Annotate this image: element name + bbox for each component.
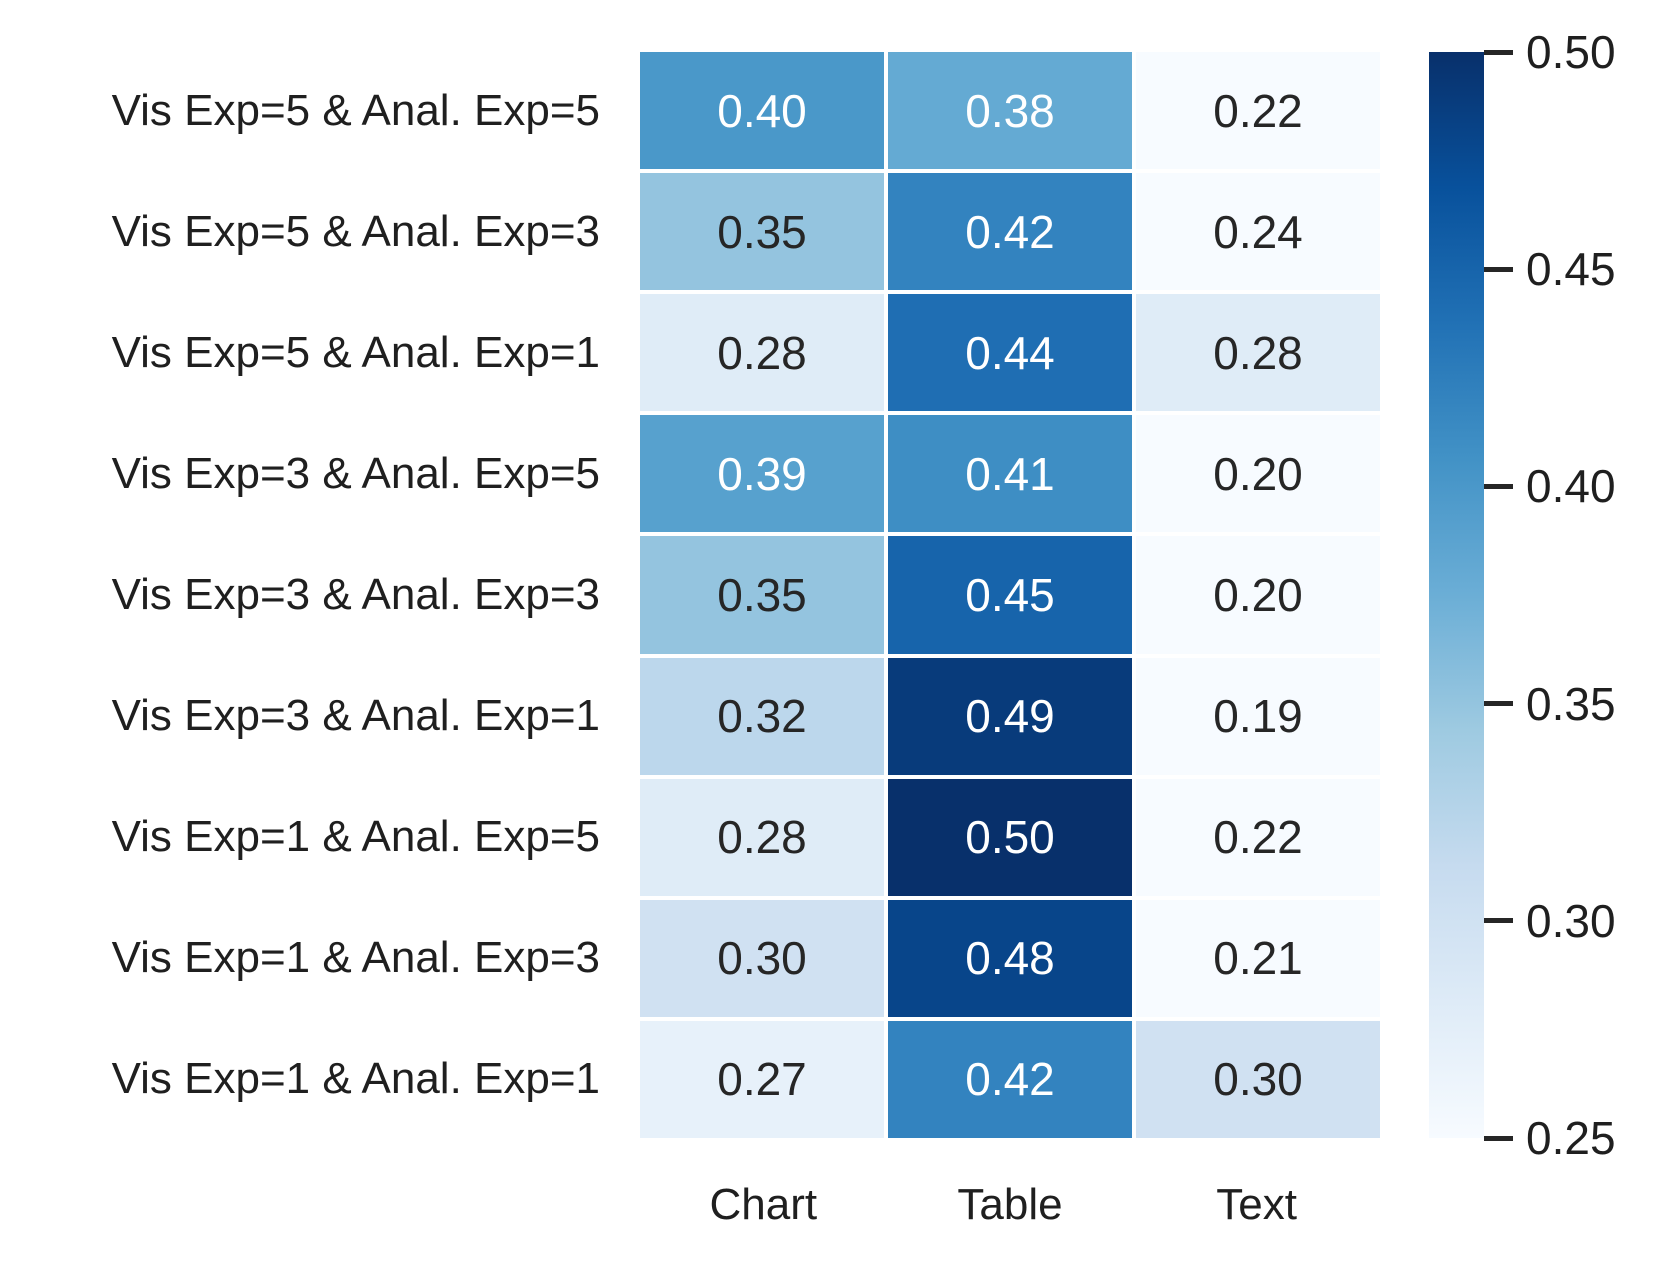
cell-value: 0.48 [965,932,1055,985]
heatmap-cell: 0.40 [640,52,884,170]
heatmap-cell: 0.44 [888,294,1132,412]
colorbar-tick [1484,918,1513,924]
heatmap-grid: 0.40 0.38 0.22 0.35 0.42 0.24 0.28 0.44 0.28 0.39… [640,52,1380,1138]
heatmap-cell: 0.42 [888,1020,1132,1138]
heatmap-cell: 0.28 [1136,294,1380,412]
column-label: Table [957,1180,1063,1229]
colorbar-tick [1484,1135,1513,1141]
heatmap-cell: 0.19 [1136,657,1380,775]
row-label: Vis Exp=5 & Anal. Exp=1 [111,327,600,377]
cell-value: 0.35 [717,568,807,621]
cell-value: 0.20 [1213,447,1303,500]
row-label: Vis Exp=1 & Anal. Exp=1 [111,1054,600,1104]
cell-value: 0.44 [965,326,1055,379]
colorbar-tick [1484,483,1513,489]
cell-value: 0.35 [717,205,807,258]
cell-value: 0.49 [965,690,1055,743]
colorbar-tick [1484,701,1513,707]
heatmap-cell: 0.35 [640,173,884,291]
cell-value: 0.45 [965,568,1055,621]
cell-value: 0.24 [1213,205,1303,258]
colorbar-tick [1484,266,1513,272]
cell-value: 0.30 [717,932,807,985]
row-label: Vis Exp=1 & Anal. Exp=5 [111,812,600,862]
heatmap-cell: 0.28 [640,778,884,896]
cell-value: 0.38 [965,84,1055,137]
cell-value: 0.28 [717,326,807,379]
colorbar-tick-label: 0.25 [1526,1112,1616,1164]
column-label: Chart [709,1180,818,1229]
cell-value: 0.19 [1213,690,1303,743]
cell-value: 0.27 [717,1053,807,1106]
heatmap-cell: 0.24 [1136,173,1380,291]
cell-value: 0.28 [717,811,807,864]
cell-value: 0.28 [1213,326,1303,379]
colorbar-tick-label: 0.50 [1526,26,1616,78]
cell-value: 0.50 [965,811,1055,864]
heatmap-cell: 0.41 [888,415,1132,533]
cell-value: 0.39 [717,447,807,500]
row-label: Vis Exp=1 & Anal. Exp=3 [111,933,600,983]
row-label: Vis Exp=3 & Anal. Exp=5 [111,448,600,498]
heatmap-cell: 0.38 [888,52,1132,170]
heatmap-cell: 0.30 [1136,1020,1380,1138]
heatmap-cell: 0.39 [640,415,884,533]
heatmap-cell: 0.22 [1136,52,1380,170]
cell-value: 0.42 [965,205,1055,258]
colorbar-tick-label: 0.35 [1526,677,1616,730]
heatmap-cell: 0.32 [640,657,884,775]
cell-value: 0.41 [965,447,1055,500]
heatmap-cell: 0.45 [888,536,1132,654]
heatmap-cell: 0.28 [640,294,884,412]
heatmap-cell: 0.22 [1136,778,1380,896]
cell-value: 0.40 [717,84,807,137]
column-label: Text [1216,1180,1297,1229]
row-label: Vis Exp=3 & Anal. Exp=1 [111,691,600,741]
heatmap-cell: 0.20 [1136,536,1380,654]
row-label: Vis Exp=5 & Anal. Exp=3 [111,206,600,256]
row-label: Vis Exp=3 & Anal. Exp=3 [111,569,600,619]
cell-value: 0.30 [1213,1053,1303,1106]
heatmap-cell: 0.35 [640,536,884,654]
cell-value: 0.22 [1213,84,1303,137]
heatmap-cell: 0.27 [640,1020,884,1138]
colorbar-tick-label: 0.45 [1526,243,1616,296]
cell-value: 0.42 [965,1053,1055,1106]
heatmap-cell: 0.21 [1136,899,1380,1017]
heatmap-cell: 0.20 [1136,415,1380,533]
colorbar-tick [1484,49,1513,55]
row-label: Vis Exp=5 & Anal. Exp=5 [111,85,600,135]
heatmap-cell: 0.48 [888,899,1132,1017]
heatmap-cell: 0.42 [888,173,1132,291]
cell-value: 0.20 [1213,568,1303,621]
heatmap-cell: 0.50 [888,778,1132,896]
cell-value: 0.21 [1213,932,1303,985]
heatmap-cell: 0.49 [888,657,1132,775]
heatmap-cell: 0.30 [640,899,884,1017]
colorbar-tick-label: 0.30 [1526,894,1616,947]
cell-value: 0.32 [717,690,807,743]
colorbar-tick-label: 0.40 [1526,460,1616,513]
colorbar [1429,52,1484,1138]
cell-value: 0.22 [1213,811,1303,864]
